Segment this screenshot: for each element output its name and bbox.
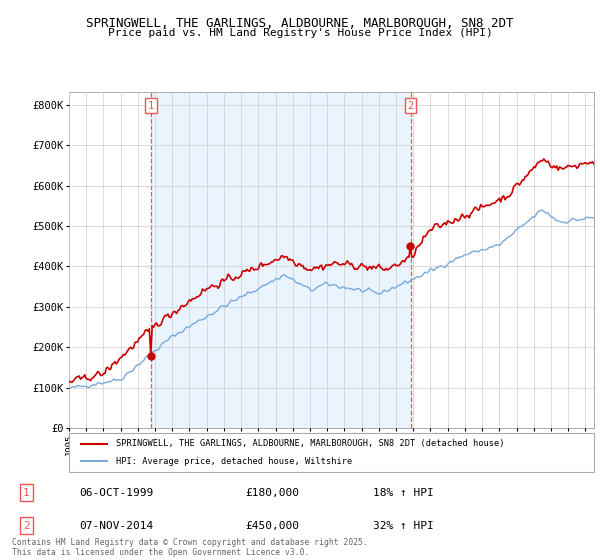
Text: HPI: Average price, detached house, Wiltshire: HPI: Average price, detached house, Wilt…: [116, 457, 353, 466]
Text: 18% ↑ HPI: 18% ↑ HPI: [373, 488, 434, 498]
Text: Price paid vs. HM Land Registry's House Price Index (HPI): Price paid vs. HM Land Registry's House …: [107, 28, 493, 38]
Text: 1: 1: [23, 488, 30, 498]
Text: 06-OCT-1999: 06-OCT-1999: [79, 488, 153, 498]
Text: SPRINGWELL, THE GARLINGS, ALDBOURNE, MARLBOROUGH, SN8 2DT: SPRINGWELL, THE GARLINGS, ALDBOURNE, MAR…: [86, 17, 514, 30]
Text: 2: 2: [23, 520, 30, 530]
Text: SPRINGWELL, THE GARLINGS, ALDBOURNE, MARLBOROUGH, SN8 2DT (detached house): SPRINGWELL, THE GARLINGS, ALDBOURNE, MAR…: [116, 439, 505, 448]
Text: Contains HM Land Registry data © Crown copyright and database right 2025.
This d: Contains HM Land Registry data © Crown c…: [12, 538, 368, 557]
Text: £450,000: £450,000: [245, 520, 299, 530]
Text: 07-NOV-2014: 07-NOV-2014: [79, 520, 153, 530]
Text: 1: 1: [148, 101, 154, 111]
Text: £180,000: £180,000: [245, 488, 299, 498]
Text: 32% ↑ HPI: 32% ↑ HPI: [373, 520, 434, 530]
Bar: [151, 92, 410, 428]
Text: 2: 2: [407, 101, 414, 111]
